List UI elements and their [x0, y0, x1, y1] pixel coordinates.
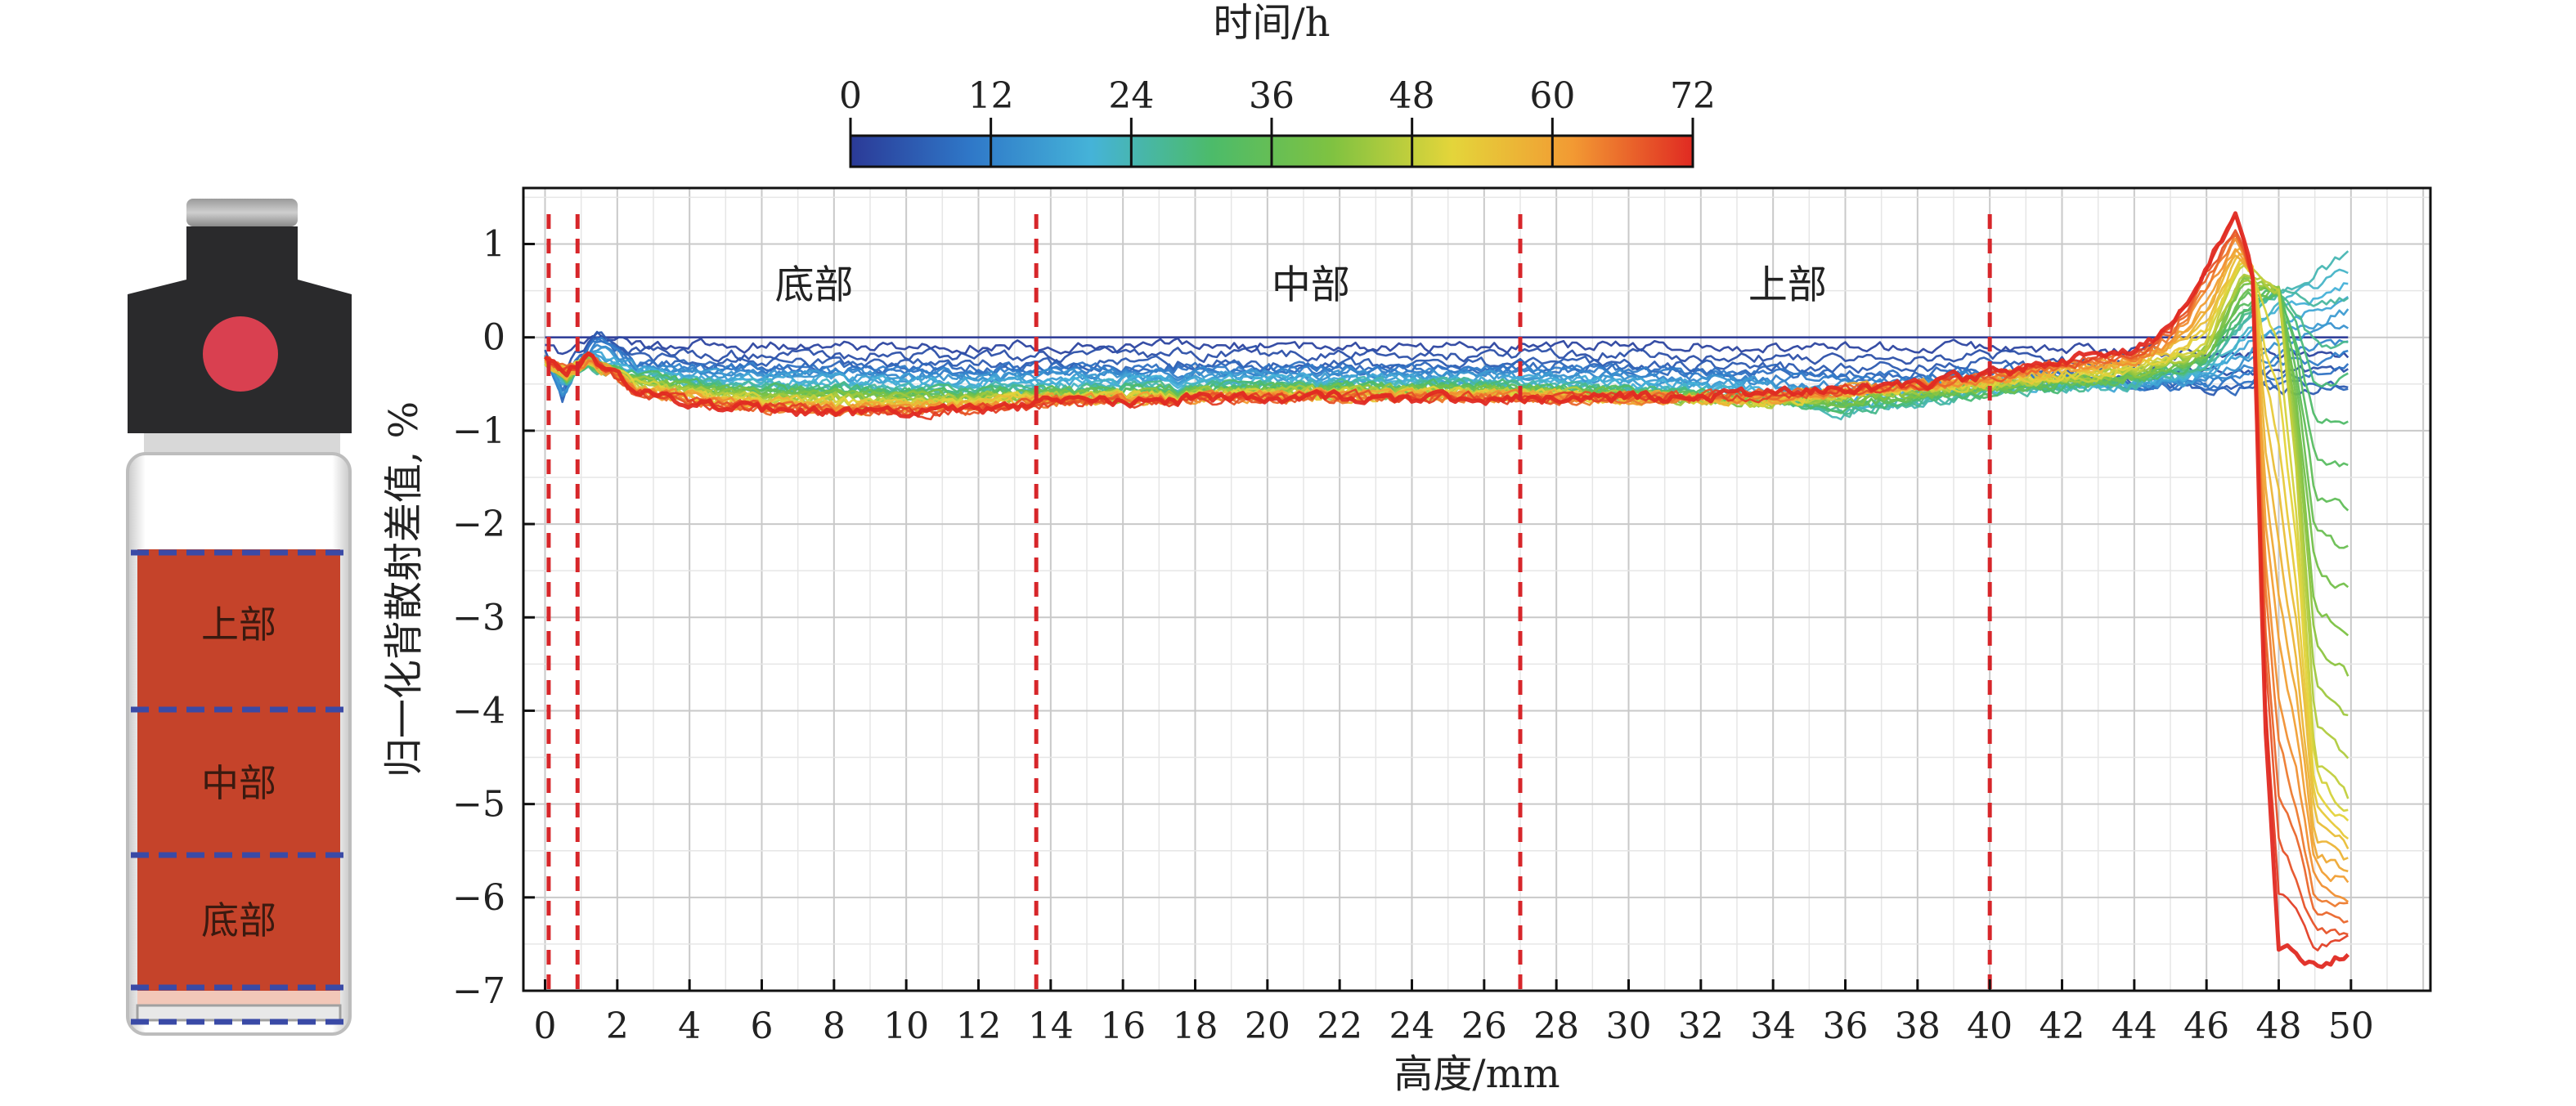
sample-vial: 上部 中部 底部: [126, 199, 352, 1036]
y-axis-label: 归一化背散射差值, %: [381, 401, 427, 777]
colorbar-tick-label: 12: [968, 75, 1014, 117]
x-axis-label: 高度/mm: [1393, 1051, 1560, 1097]
colorbar-ticks: 0 12 24 36 48 60 72: [839, 75, 1716, 167]
vial-label-bottom: 底部: [201, 898, 276, 943]
vial-cap-ring: [186, 199, 298, 226]
colorbar-tick-label: 60: [1529, 75, 1575, 117]
x-tick-label: 48: [2256, 1005, 2302, 1047]
series-line: [544, 273, 2349, 759]
grid: [523, 188, 2430, 992]
x-tick-label: 10: [883, 1005, 929, 1047]
x-tick-label: 0: [534, 1005, 557, 1047]
series-line: [544, 277, 2349, 637]
series-layer: [543, 211, 2350, 969]
series-line: [545, 275, 2349, 677]
x-tick-label: 40: [1967, 1005, 2013, 1047]
vial-base: [136, 1004, 342, 1022]
x-tick-label: 20: [1245, 1005, 1290, 1047]
x-tick-label: 12: [956, 1005, 1002, 1047]
colorbar-tick-label: 72: [1670, 75, 1716, 117]
x-tick-label: 30: [1606, 1005, 1652, 1047]
y-tick-label: −5: [452, 784, 505, 826]
x-tick-label: 4: [678, 1005, 701, 1047]
x-ticks: 0 2 4 6 8 10 12 14 16 18 20 22 24 26 28 30 32 34 36 38 40 42 4…: [534, 979, 2374, 1047]
colorbar-tick-label: 24: [1108, 75, 1154, 117]
series-line: [543, 211, 2350, 969]
series-line: [544, 260, 2349, 822]
x-tick-label: 46: [2183, 1005, 2229, 1047]
y-tick-label: 1: [482, 224, 505, 266]
vial-label-top: 上部: [201, 602, 276, 647]
plot-frame: [522, 186, 2432, 992]
x-tick-label: 16: [1100, 1005, 1146, 1047]
x-tick-label: 18: [1173, 1005, 1218, 1047]
vial-liquid: [137, 549, 340, 991]
x-tick-label: 6: [751, 1005, 774, 1047]
x-tick-label: 34: [1750, 1005, 1796, 1047]
x-tick-label: 36: [1823, 1005, 1869, 1047]
series-line: [544, 215, 2349, 952]
series-line: [544, 282, 2349, 589]
series-line: [544, 288, 2349, 549]
vial-sediment: [137, 991, 340, 1005]
colorbar-tick-label: 0: [839, 75, 862, 117]
vial-cap-dot: [203, 316, 278, 392]
x-tick-label: 26: [1461, 1005, 1507, 1047]
y-tick-label: −4: [452, 690, 505, 732]
series-line: [545, 229, 2349, 936]
x-tick-label: 22: [1317, 1005, 1362, 1047]
region-boundaries: [546, 214, 1992, 991]
region-label-middle: 中部: [1272, 262, 1350, 308]
x-tick-label: 2: [606, 1005, 629, 1047]
y-tick-label: −7: [452, 970, 505, 1012]
y-tick-label: 0: [482, 317, 505, 359]
y-tick-label: −6: [452, 877, 505, 919]
x-tick-label: 44: [2112, 1005, 2157, 1047]
x-tick-label: 32: [1678, 1005, 1724, 1047]
colorbar: 时间/h 0 12 24 36 48 60 72: [839, 0, 1716, 168]
region-label-top: 上部: [1748, 262, 1827, 308]
x-tick-label: 8: [823, 1005, 846, 1047]
x-tick-label: 14: [1028, 1005, 1074, 1047]
x-tick-label: 42: [2040, 1005, 2085, 1047]
y-tick-label: −2: [452, 504, 505, 545]
series-line: [544, 254, 2349, 873]
y-tick-label: −1: [452, 410, 505, 452]
colorbar-tick-label: 48: [1389, 75, 1435, 117]
colorbar-title: 时间/h: [1213, 0, 1330, 46]
y-tick-label: −3: [452, 597, 505, 638]
x-tick-label: 38: [1895, 1005, 1941, 1047]
region-label-bottom: 底部: [775, 262, 854, 308]
series-line: [545, 334, 2349, 361]
series-line: [544, 232, 2349, 907]
x-tick-label: 28: [1533, 1005, 1579, 1047]
x-tick-label: 50: [2328, 1005, 2374, 1047]
chart: 0 2 4 6 8 10 12 14 16 18 20 22 24 26 28 30 32 34 36 38 40 42 4…: [381, 186, 2432, 1097]
series-line: [544, 247, 2349, 861]
vial-label-middle: 中部: [201, 761, 276, 805]
x-tick-label: 24: [1389, 1005, 1435, 1047]
colorbar-tick-label: 36: [1249, 75, 1295, 117]
y-ticks: 1 0 −1 −2 −3 −4 −5 −6 −7: [452, 224, 535, 1012]
